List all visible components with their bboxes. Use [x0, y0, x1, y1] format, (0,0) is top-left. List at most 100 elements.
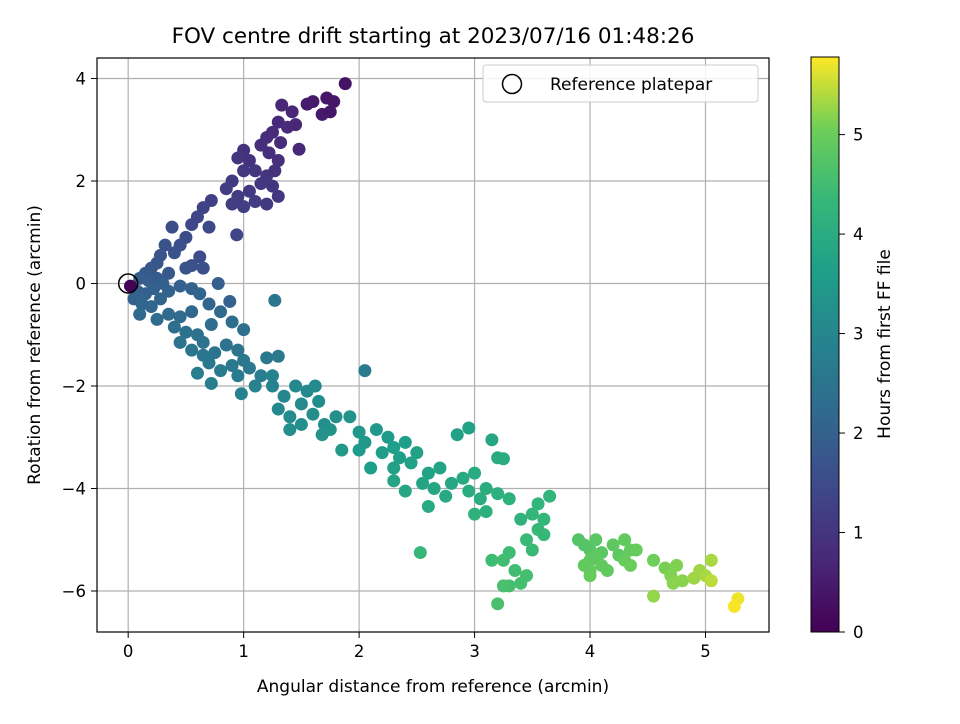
data-point [202, 220, 216, 234]
data-point [300, 97, 314, 111]
data-point [123, 279, 137, 293]
data-point [666, 576, 680, 590]
data-point [248, 164, 262, 178]
data-point [266, 379, 280, 393]
data-point [369, 423, 383, 437]
data-point [185, 218, 199, 232]
data-point [266, 369, 280, 383]
data-point [352, 443, 366, 457]
data-point [154, 292, 168, 306]
data-point [219, 182, 233, 196]
data-point [193, 250, 207, 264]
data-point [275, 98, 289, 112]
data-point [242, 154, 256, 167]
data-point [514, 512, 528, 526]
y-tick-label: −2 [62, 377, 86, 396]
data-point [583, 569, 597, 583]
data-point [343, 410, 357, 424]
data-point [158, 238, 172, 252]
data-point [173, 279, 187, 293]
data-point [202, 356, 216, 370]
data-point [381, 430, 395, 444]
x-tick-label: 4 [585, 642, 596, 661]
data-point [468, 466, 482, 480]
data-point [185, 305, 199, 319]
data-point [525, 543, 539, 557]
data-point [404, 456, 418, 470]
y-tick-label: 4 [76, 70, 87, 89]
data-point [514, 576, 528, 590]
data-point [204, 376, 218, 390]
data-point [647, 553, 661, 567]
data-point [479, 482, 493, 495]
data-point [225, 197, 239, 211]
data-point [704, 574, 718, 588]
colorbar-tick-label: 1 [853, 524, 864, 543]
data-point [196, 335, 210, 349]
data-point [133, 307, 147, 321]
data-point [144, 300, 158, 314]
data-point [537, 512, 551, 526]
data-point [162, 284, 176, 298]
data-point [727, 599, 741, 613]
data-point [491, 487, 505, 501]
data-point [335, 443, 349, 457]
data-point [237, 323, 251, 337]
data-point [289, 379, 303, 393]
y-axis-label: Rotation from reference (arcmin) [25, 205, 45, 485]
colorbar-tick-label: 4 [853, 225, 864, 244]
data-point [525, 507, 539, 521]
data-point [167, 320, 181, 334]
data-point [254, 177, 268, 191]
y-tick-label: 2 [76, 172, 87, 191]
data-point [150, 312, 164, 326]
data-point [289, 118, 303, 132]
data-point [283, 423, 297, 437]
x-axis-label: Angular distance from reference (arcmin) [257, 677, 609, 697]
data-point [327, 95, 341, 109]
plot-frame [96, 57, 770, 633]
data-point [165, 220, 179, 234]
y-axis-ticks: −6 −4 −2 0 2 4 [62, 70, 97, 601]
colorbar: 0 1 2 3 4 5 Hours from first FF file [810, 56, 895, 642]
data-point [277, 389, 291, 403]
data-point [242, 184, 256, 198]
data-point [231, 151, 245, 165]
data-point [202, 297, 216, 311]
data-point [308, 379, 322, 393]
legend: Reference platepar [482, 64, 759, 103]
colorbar-tick-label: 5 [853, 126, 864, 145]
data-point [292, 142, 306, 156]
data-point [416, 476, 430, 490]
colorbar-label: Hours from first FF file [875, 249, 895, 439]
data-point [196, 261, 210, 275]
data-point [312, 394, 326, 408]
data-point [496, 452, 510, 466]
data-point [262, 146, 276, 160]
data-point [543, 489, 557, 503]
data-point [254, 369, 268, 383]
data-point [704, 553, 718, 567]
legend-box [482, 64, 759, 103]
data-point [393, 451, 407, 465]
legend-marker-icon [501, 73, 523, 95]
x-axis-ticks: 0 1 2 3 4 5 [123, 632, 711, 661]
data-point [623, 558, 637, 572]
data-point [306, 407, 320, 421]
data-point [496, 553, 510, 567]
data-point [268, 164, 282, 178]
data-point [225, 359, 239, 372]
data-point [502, 492, 516, 506]
data-point [375, 446, 389, 460]
data-point [285, 105, 299, 119]
data-point [421, 466, 435, 480]
data-point [294, 417, 308, 431]
data-point [167, 246, 181, 260]
data-point [260, 197, 274, 211]
data-point [398, 435, 412, 449]
data-point [225, 315, 239, 329]
data-point [204, 318, 218, 331]
data-point [387, 474, 401, 488]
data-point [491, 597, 505, 611]
data-point [271, 154, 285, 167]
